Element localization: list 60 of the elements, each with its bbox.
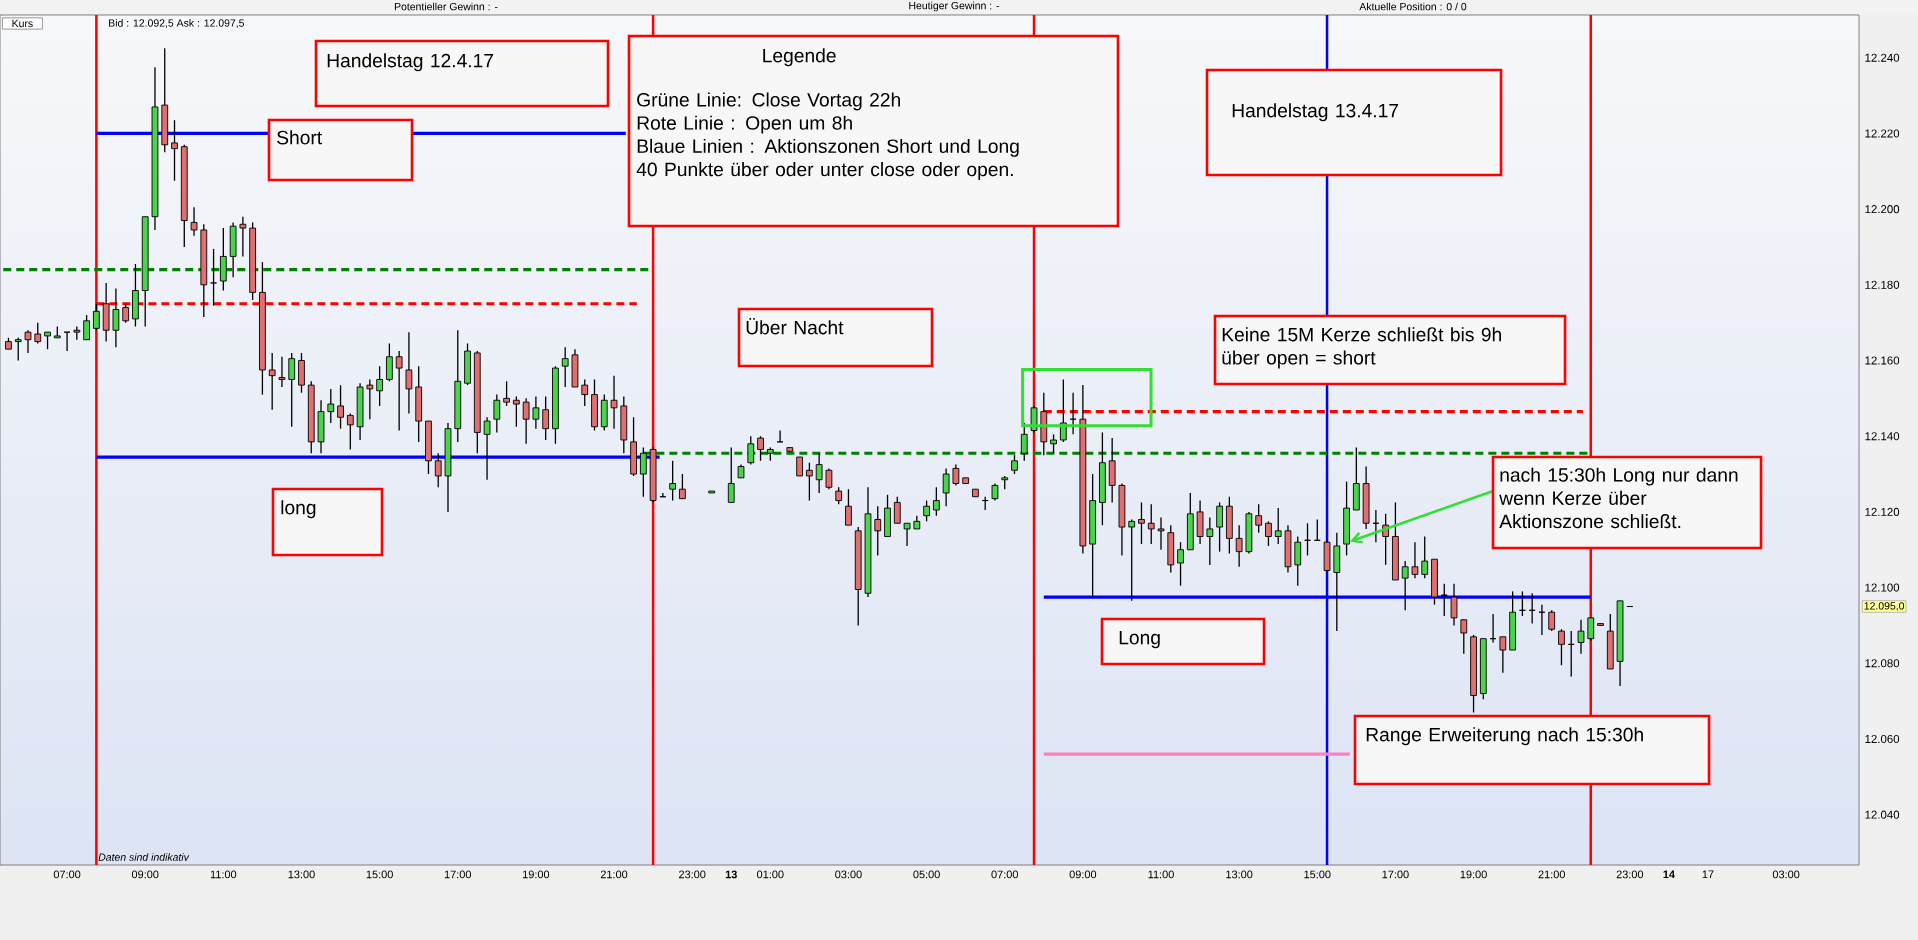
x-tick-label: 17:00: [444, 870, 472, 879]
annotation: wenn Kerze über: [1499, 490, 1647, 505]
text: 12.095,0: [1864, 602, 1905, 611]
x-tick-label: 23:00: [1616, 870, 1644, 879]
y-tick-label: 12.240: [1865, 53, 1900, 62]
x-tick-label: 07:00: [991, 870, 1018, 879]
x-tick-label: 07:00: [53, 870, 81, 879]
x-tick-label: 14: [1663, 870, 1675, 879]
text: Aktuelle Position : 0 / 0: [1359, 2, 1467, 11]
annotation: 40 Punkte über oder unter close oder open.: [636, 162, 1013, 181]
annotation: Rote Linie : Open um 8h: [637, 115, 852, 134]
x-tick-label: 03:00: [835, 870, 862, 879]
x-tick-label: 03:00: [1772, 870, 1800, 879]
y-tick-label: 12.200: [1865, 205, 1900, 214]
annotation: Handelstag 12.4.17: [327, 53, 494, 72]
x-tick-label: 09:00: [131, 870, 159, 879]
annotation: long: [281, 500, 316, 519]
x-tick-label: 05:00: [913, 870, 940, 879]
annotation: über open = short: [1222, 350, 1376, 369]
x-tick-label: 21:00: [1538, 870, 1565, 879]
x-tick-label: 11:00: [1148, 870, 1174, 879]
y-tick-label: 12.220: [1865, 129, 1900, 138]
annotation: Grüne Linie: Close Vortag 22h: [637, 92, 900, 111]
x-tick-label: 09:00: [1069, 870, 1097, 879]
x-tick-label: 01:00: [757, 870, 784, 879]
x-tick-label: 23:00: [679, 870, 706, 879]
y-tick-label: 12.160: [1865, 356, 1900, 365]
x-tick-label: 13:00: [288, 870, 315, 879]
annotation: Kurs: [12, 19, 33, 28]
annotation: Range Erweiterung nach 15:30h: [1366, 727, 1643, 746]
x-tick-label: 17: [1702, 870, 1714, 879]
text: Heutiger Gewinn : -: [909, 1, 1000, 12]
annotation: Keine 15M Kerze schließt bis 9h: [1222, 327, 1501, 342]
annotation: Über Nacht: [746, 318, 844, 335]
annotation: Daten sind indikativ: [98, 853, 190, 861]
y-tick-label: 12.080: [1865, 659, 1900, 668]
annotation: Short: [277, 130, 323, 145]
x-tick-label: 19:00: [1460, 870, 1487, 879]
x-tick-label: 15:00: [1304, 870, 1331, 879]
y-tick-label: 12.100: [1865, 583, 1900, 592]
annotation: Long: [1119, 630, 1160, 649]
x-tick-label: 13: [725, 870, 737, 879]
annotation: Aktionszone schließt.: [1499, 514, 1681, 529]
x-tick-label: 17:00: [1382, 870, 1409, 879]
x-tick-label: 13:00: [1226, 870, 1253, 879]
y-tick-label: 12.040: [1865, 810, 1900, 819]
y-tick-label: 12.120: [1865, 507, 1900, 516]
text: Potentieller Gewinn : -: [394, 2, 498, 11]
x-tick-label: 15:00: [366, 870, 393, 879]
y-tick-label: 12.180: [1865, 280, 1900, 289]
annotation: Handelstag 13.4.17: [1232, 103, 1399, 122]
x-tick-label: 19:00: [523, 870, 550, 879]
annotation: Legende: [763, 48, 836, 67]
annotation: nach 15:30h Long nur dann: [1500, 467, 1738, 486]
x-tick-label: 21:00: [600, 870, 628, 879]
y-tick-label: 12.140: [1865, 432, 1900, 441]
x-tick-label: 11:00: [210, 870, 237, 879]
annotation: Blaue Linien : Aktionszonen Short und Long: [637, 138, 1019, 157]
annotation: Bid : 12.092,5 Ask : 12.097,5: [109, 19, 245, 28]
y-tick-label: 12.060: [1865, 734, 1900, 744]
